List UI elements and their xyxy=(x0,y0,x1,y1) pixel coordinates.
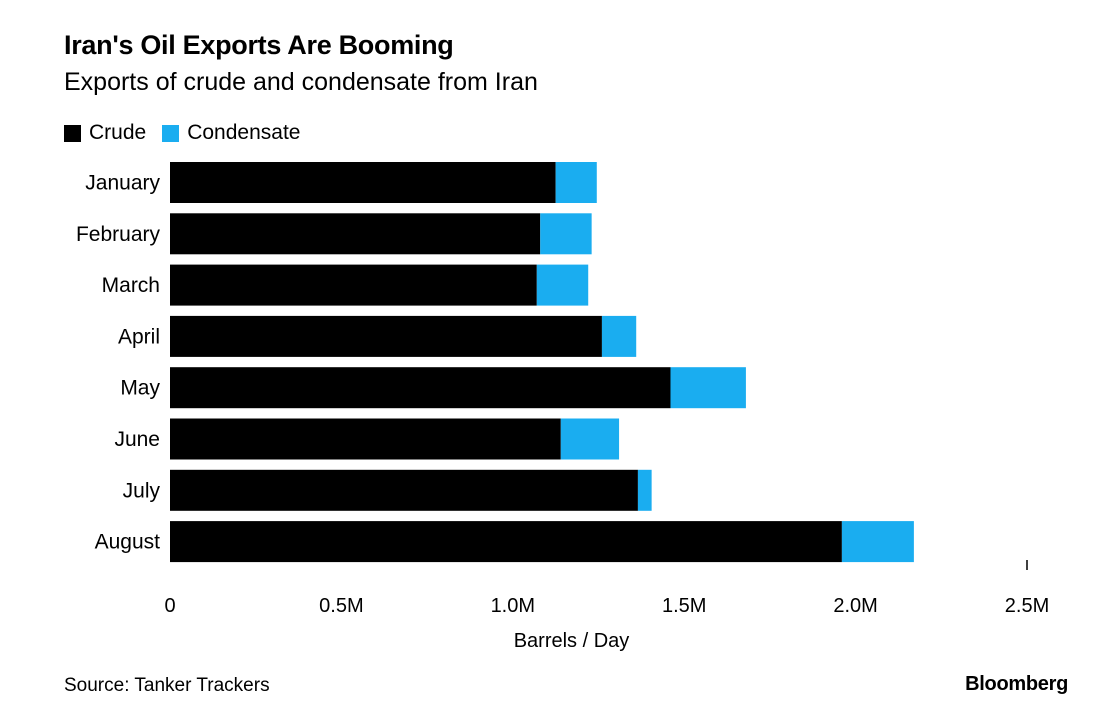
bar-crude-january xyxy=(170,162,556,203)
bar-condensate-january xyxy=(555,162,597,203)
source-note: Source: Tanker Trackers xyxy=(64,675,270,696)
bar-crude-march xyxy=(170,264,537,306)
bar-condensate-february xyxy=(540,213,592,255)
bar-crude-may xyxy=(170,367,671,409)
x-tick-label-1-5m: 1.5M xyxy=(662,595,706,617)
legend-swatch-condensate xyxy=(162,124,180,142)
legend-label-crude: Crude xyxy=(89,121,147,144)
category-label-april: April xyxy=(118,325,160,348)
x-tick-label-1-0m: 1.0M xyxy=(491,595,535,617)
bloomberg-logo: Bloomberg xyxy=(965,673,1068,695)
chart-subtitle: Exports of crude and condensate from Ira… xyxy=(64,68,538,96)
bar-condensate-april xyxy=(601,315,637,357)
bar-crude-august xyxy=(170,521,842,563)
category-label-july: July xyxy=(123,479,161,502)
category-label-august: August xyxy=(95,531,161,554)
legend-swatch-crude xyxy=(64,124,81,142)
bar-condensate-may xyxy=(670,367,746,409)
bar-crude-june xyxy=(170,418,561,460)
category-label-february: February xyxy=(76,223,161,246)
category-label-january: January xyxy=(85,172,160,195)
chart-legend: Crude Condensate xyxy=(64,121,316,145)
legend-label-condensate: Condensate xyxy=(187,121,301,144)
bar-crude-july xyxy=(170,469,638,511)
x-tick-label-0: 0 xyxy=(164,595,175,617)
chart-title: Iran's Oil Exports Are Booming xyxy=(64,30,454,60)
bar-crude-february xyxy=(170,213,541,255)
x-tick-label-0-5m: 0.5M xyxy=(319,595,363,617)
x-tick-label-2-0m: 2.0M xyxy=(833,595,877,617)
category-label-june: June xyxy=(114,428,160,451)
bar-condensate-march xyxy=(536,264,589,306)
x-tick-label-2-5m: 2.5M xyxy=(1005,595,1049,617)
legend-item-condensate: Condensate xyxy=(162,121,300,145)
bar-condensate-june xyxy=(560,418,620,460)
x-axis-title: Barrels / Day xyxy=(514,630,630,652)
category-label-march: March xyxy=(102,274,160,297)
bar-crude-april xyxy=(170,315,602,357)
bar-condensate-august xyxy=(841,521,914,563)
category-label-may: May xyxy=(120,377,160,400)
bar-condensate-july xyxy=(637,469,652,511)
legend-item-crude: Crude xyxy=(64,121,146,145)
